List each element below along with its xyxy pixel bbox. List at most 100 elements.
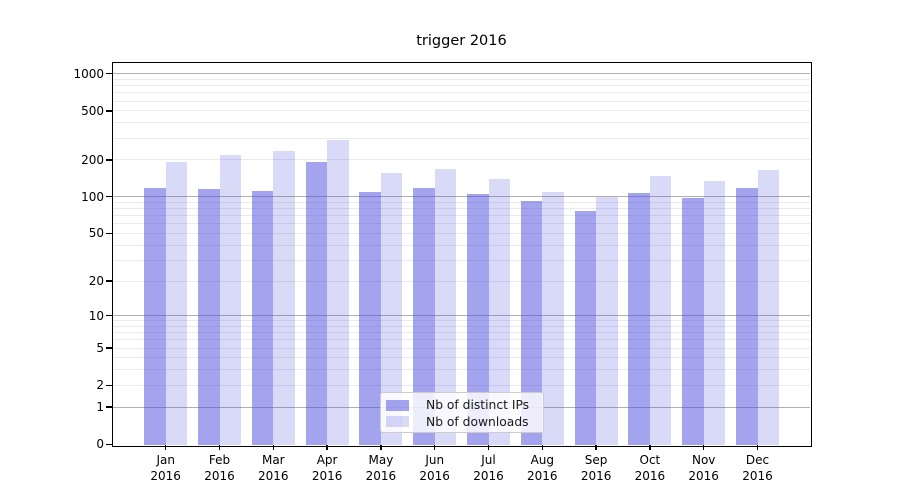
bar-may-distinct-ips bbox=[359, 192, 381, 445]
x-tick-label: Dec 2016 bbox=[742, 453, 773, 483]
y-tick bbox=[106, 314, 112, 317]
gridline-minor bbox=[113, 332, 810, 334]
x-tick-label: Nov 2016 bbox=[688, 453, 719, 483]
y-tick bbox=[106, 196, 112, 198]
legend: Nb of distinct IPs Nb of downloads bbox=[380, 392, 544, 433]
y-tick bbox=[106, 347, 112, 349]
x-tick-label: Oct 2016 bbox=[634, 453, 666, 483]
y-tick bbox=[106, 73, 112, 75]
legend-label-distinct-ips: Nb of distinct IPs bbox=[426, 398, 530, 413]
y-tick-label: 100 bbox=[81, 189, 104, 204]
gridline-minor bbox=[113, 159, 810, 161]
gridline-minor bbox=[113, 320, 810, 322]
y-tick-label: 500 bbox=[81, 103, 104, 118]
bar-nov-downloads bbox=[703, 180, 726, 445]
gridline-minor bbox=[113, 110, 810, 112]
plot-area bbox=[113, 63, 810, 445]
gridline-minor bbox=[113, 208, 810, 210]
x-tick bbox=[649, 445, 651, 450]
gridline-minor bbox=[113, 92, 810, 94]
x-tick bbox=[487, 445, 490, 450]
bar-sep-distinct-ips bbox=[574, 210, 597, 445]
bar-aug-distinct-ips bbox=[520, 201, 543, 445]
bar-jan-distinct-ips bbox=[144, 187, 166, 445]
y-tick bbox=[106, 110, 112, 112]
bar-jul-downloads bbox=[488, 178, 510, 445]
y-tick-label: 0 bbox=[96, 437, 104, 452]
bar-aug-downloads bbox=[542, 191, 564, 445]
bar-jun-distinct-ips bbox=[413, 188, 435, 445]
x-tick-label: Mar 2016 bbox=[258, 453, 289, 483]
y-tick-label: 10 bbox=[88, 308, 104, 323]
gridline-minor bbox=[113, 215, 810, 217]
gridline-minor bbox=[113, 357, 810, 359]
x-tick-label: Feb 2016 bbox=[204, 453, 235, 483]
bar-sep-downloads bbox=[596, 197, 618, 445]
x-tick-label: May 2016 bbox=[365, 453, 397, 483]
y-tick-label: 1 bbox=[96, 400, 104, 415]
y-tick-label: 200 bbox=[81, 152, 104, 167]
y-tick bbox=[106, 280, 112, 282]
gridline-minor bbox=[113, 259, 810, 261]
bar-feb-downloads bbox=[219, 154, 241, 445]
bar-oct-downloads bbox=[649, 175, 672, 445]
bar-dec-downloads bbox=[757, 169, 779, 445]
gridline-minor bbox=[113, 369, 810, 371]
y-tick bbox=[106, 159, 112, 161]
y-tick-label: 5 bbox=[96, 341, 104, 356]
y-tick bbox=[106, 232, 112, 235]
bar-jun-downloads bbox=[434, 169, 457, 445]
x-tick-label: Jun 2016 bbox=[419, 453, 450, 483]
y-tick bbox=[106, 406, 112, 408]
gridline-minor bbox=[113, 384, 810, 386]
bar-mar-distinct-ips bbox=[251, 190, 274, 445]
y-tick-label: 2 bbox=[96, 378, 104, 393]
x-tick bbox=[703, 445, 705, 450]
x-tick bbox=[595, 445, 597, 450]
x-tick-label: Sep 2016 bbox=[580, 453, 612, 483]
gridline-minor bbox=[113, 347, 810, 349]
gridline-minor bbox=[113, 325, 810, 327]
y-tick bbox=[106, 384, 112, 387]
bar-apr-downloads bbox=[327, 140, 349, 445]
gridline-minor bbox=[113, 137, 810, 139]
legend-item-downloads: Nb of downloads bbox=[386, 414, 543, 431]
bar-nov-distinct-ips bbox=[682, 198, 704, 445]
bar-jul-distinct-ips bbox=[467, 194, 489, 445]
gridline-minor bbox=[113, 223, 810, 225]
x-tick-label: Aug 2016 bbox=[527, 453, 558, 483]
x-tick bbox=[165, 445, 167, 450]
y-tick-label: 20 bbox=[88, 274, 104, 288]
x-tick-label: Apr 2016 bbox=[311, 453, 343, 483]
y-tick bbox=[106, 443, 112, 445]
gridline-minor bbox=[113, 122, 810, 124]
legend-label-downloads: Nb of downloads bbox=[426, 414, 529, 429]
x-tick bbox=[434, 445, 436, 450]
legend-swatch-downloads bbox=[386, 416, 409, 428]
gridline-minor bbox=[113, 85, 810, 87]
chart-title: trigger 2016 bbox=[416, 33, 507, 49]
gridline-major bbox=[113, 315, 810, 317]
bar-jan-downloads bbox=[165, 162, 188, 445]
x-tick bbox=[326, 445, 328, 450]
gridline-minor bbox=[113, 232, 810, 234]
legend-item-distinct-ips: Nb of distinct IPs bbox=[386, 397, 543, 414]
gridline-minor bbox=[113, 78, 810, 80]
bar-oct-distinct-ips bbox=[628, 193, 650, 445]
gridline-minor bbox=[113, 244, 810, 246]
gridline-major bbox=[113, 196, 810, 198]
x-tick bbox=[380, 445, 382, 450]
x-tick bbox=[541, 445, 543, 450]
bar-feb-distinct-ips bbox=[198, 188, 220, 445]
y-tick-label: 1000 bbox=[73, 66, 104, 81]
x-tick bbox=[756, 445, 759, 450]
x-tick bbox=[272, 445, 274, 450]
x-tick-label: Jul 2016 bbox=[473, 453, 504, 483]
x-tick-label: Jan 2016 bbox=[150, 453, 181, 483]
bar-mar-downloads bbox=[273, 151, 295, 445]
gridline-minor bbox=[113, 201, 810, 203]
gridline-major bbox=[113, 73, 810, 75]
legend-swatch-distinct-ips bbox=[386, 399, 409, 411]
bar-dec-distinct-ips bbox=[736, 187, 758, 445]
